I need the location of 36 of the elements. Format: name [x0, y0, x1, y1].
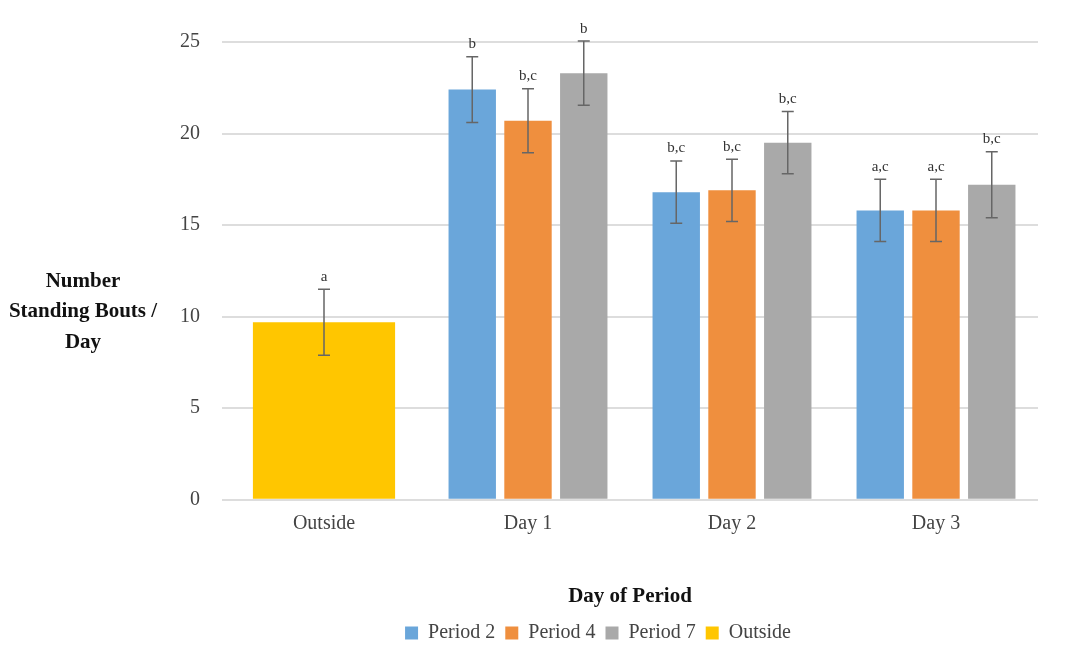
data-label: a,c	[927, 157, 945, 174]
bar	[708, 190, 756, 499]
x-tick-label: Outside	[292, 511, 356, 534]
x-tick-label: Day 1	[503, 511, 553, 535]
data-label: b,c	[982, 130, 1002, 147]
bar	[912, 210, 960, 499]
x-tick-label: Day 3	[911, 511, 961, 535]
data-label: b,c	[667, 139, 686, 156]
data-label: b,c	[519, 67, 538, 84]
data-label: a	[320, 267, 328, 284]
y-tick-label: 20	[180, 120, 200, 143]
bar	[252, 322, 396, 499]
data-label: b,c	[778, 90, 798, 107]
bar	[968, 184, 1016, 499]
x-axis-title: Day of Period	[568, 582, 693, 607]
legend-label: Period 2	[428, 620, 496, 643]
bar	[448, 89, 496, 499]
legend-label: Period 7	[628, 620, 696, 643]
y-tick-label: 10	[180, 303, 200, 326]
legend-label: Period 4	[528, 620, 596, 643]
bar	[652, 192, 700, 499]
y-tick-label: 15	[180, 212, 200, 235]
y-tick-label: 0	[190, 487, 200, 510]
y-axis-title: Number Standing Bouts / Day	[8, 266, 158, 355]
y-tick-label: 25	[180, 29, 200, 52]
legend-label: Outside	[728, 620, 792, 643]
bar	[764, 142, 812, 499]
data-label: a,c	[871, 157, 890, 174]
x-tick-label: Day 2	[707, 511, 757, 535]
data-label: b	[580, 19, 588, 36]
bar	[856, 210, 904, 499]
data-label: b,c	[723, 137, 742, 154]
bar	[504, 120, 552, 499]
y-tick-label: 5	[190, 395, 200, 418]
data-label: b	[468, 35, 476, 52]
bar	[560, 73, 608, 499]
